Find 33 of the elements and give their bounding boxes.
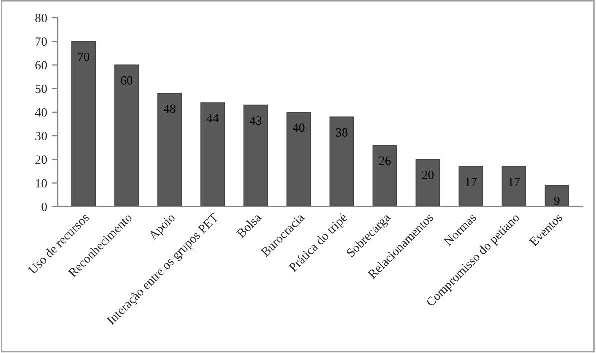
y-tick-label: 60: [36, 61, 48, 70]
data-label: 17: [466, 178, 478, 186]
y-tick-label: 10: [36, 179, 48, 188]
data-label: 26: [379, 156, 391, 166]
bar: [502, 166, 526, 207]
data-label: 48: [164, 104, 176, 114]
bar: [114, 64, 140, 207]
bar: [544, 185, 570, 207]
bar: [72, 41, 96, 207]
data-label: 38: [336, 128, 348, 137]
bar: [244, 104, 268, 207]
y-tick-label: 80: [36, 14, 48, 22]
data-label: 40: [292, 124, 305, 132]
bar: [458, 166, 484, 207]
data-label: 43: [250, 116, 262, 126]
y-tick-label: 40: [35, 108, 48, 117]
data-label: 70: [78, 52, 90, 62]
data-label: 44: [206, 114, 219, 123]
bar: [286, 112, 312, 207]
y-tick-label: 50: [36, 84, 48, 94]
data-label: 60: [121, 76, 133, 85]
bar: [330, 116, 354, 207]
y-tick-label: 70: [36, 38, 48, 46]
bar: [200, 102, 226, 207]
y-tick-label: 0: [42, 202, 48, 212]
data-label: 9: [554, 196, 560, 206]
bar: [158, 93, 182, 207]
y-tick-label: 30: [36, 132, 48, 140]
y-tick-label: 20: [36, 156, 48, 164]
bar: [416, 159, 440, 207]
data-label: 17: [508, 178, 520, 186]
bar: [372, 145, 398, 207]
data-label: 20: [422, 170, 434, 180]
